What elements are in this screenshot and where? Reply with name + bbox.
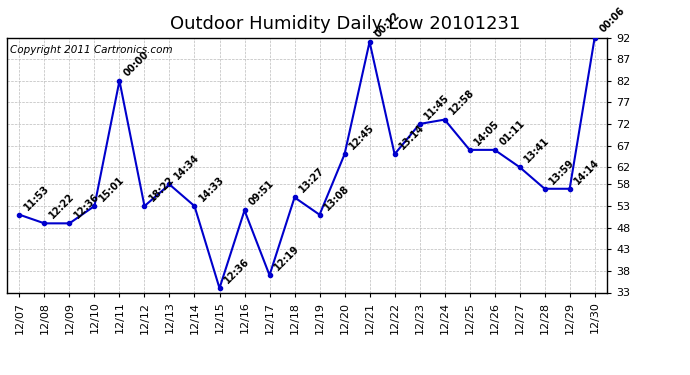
Text: 12:45: 12:45 xyxy=(347,122,376,152)
Text: 13:14: 13:14 xyxy=(397,122,426,152)
Text: 13:08: 13:08 xyxy=(322,183,351,212)
Text: 12:36: 12:36 xyxy=(222,256,251,285)
Text: 18:22: 18:22 xyxy=(147,174,177,203)
Text: 15:01: 15:01 xyxy=(97,174,126,203)
Text: Copyright 2011 Cartronics.com: Copyright 2011 Cartronics.com xyxy=(10,45,172,55)
Text: 13:27: 13:27 xyxy=(297,166,326,195)
Text: 00:00: 00:00 xyxy=(122,49,151,78)
Text: 09:51: 09:51 xyxy=(247,178,276,208)
Text: 12:22: 12:22 xyxy=(47,192,76,220)
Text: 13:41: 13:41 xyxy=(522,135,551,164)
Text: 14:33: 14:33 xyxy=(197,174,226,203)
Text: Outdoor Humidity Daily Low 20101231: Outdoor Humidity Daily Low 20101231 xyxy=(170,15,520,33)
Text: 12:36: 12:36 xyxy=(72,192,101,220)
Text: 12:19: 12:19 xyxy=(273,243,302,272)
Text: 00:12: 00:12 xyxy=(373,10,402,39)
Text: 14:34: 14:34 xyxy=(172,153,201,182)
Text: 14:14: 14:14 xyxy=(573,157,602,186)
Text: 11:45: 11:45 xyxy=(422,92,451,121)
Text: 00:06: 00:06 xyxy=(598,6,627,35)
Text: 12:58: 12:58 xyxy=(447,88,477,117)
Text: 11:53: 11:53 xyxy=(22,183,51,212)
Text: 13:59: 13:59 xyxy=(547,157,576,186)
Text: 14:05: 14:05 xyxy=(473,118,502,147)
Text: 01:11: 01:11 xyxy=(497,118,526,147)
